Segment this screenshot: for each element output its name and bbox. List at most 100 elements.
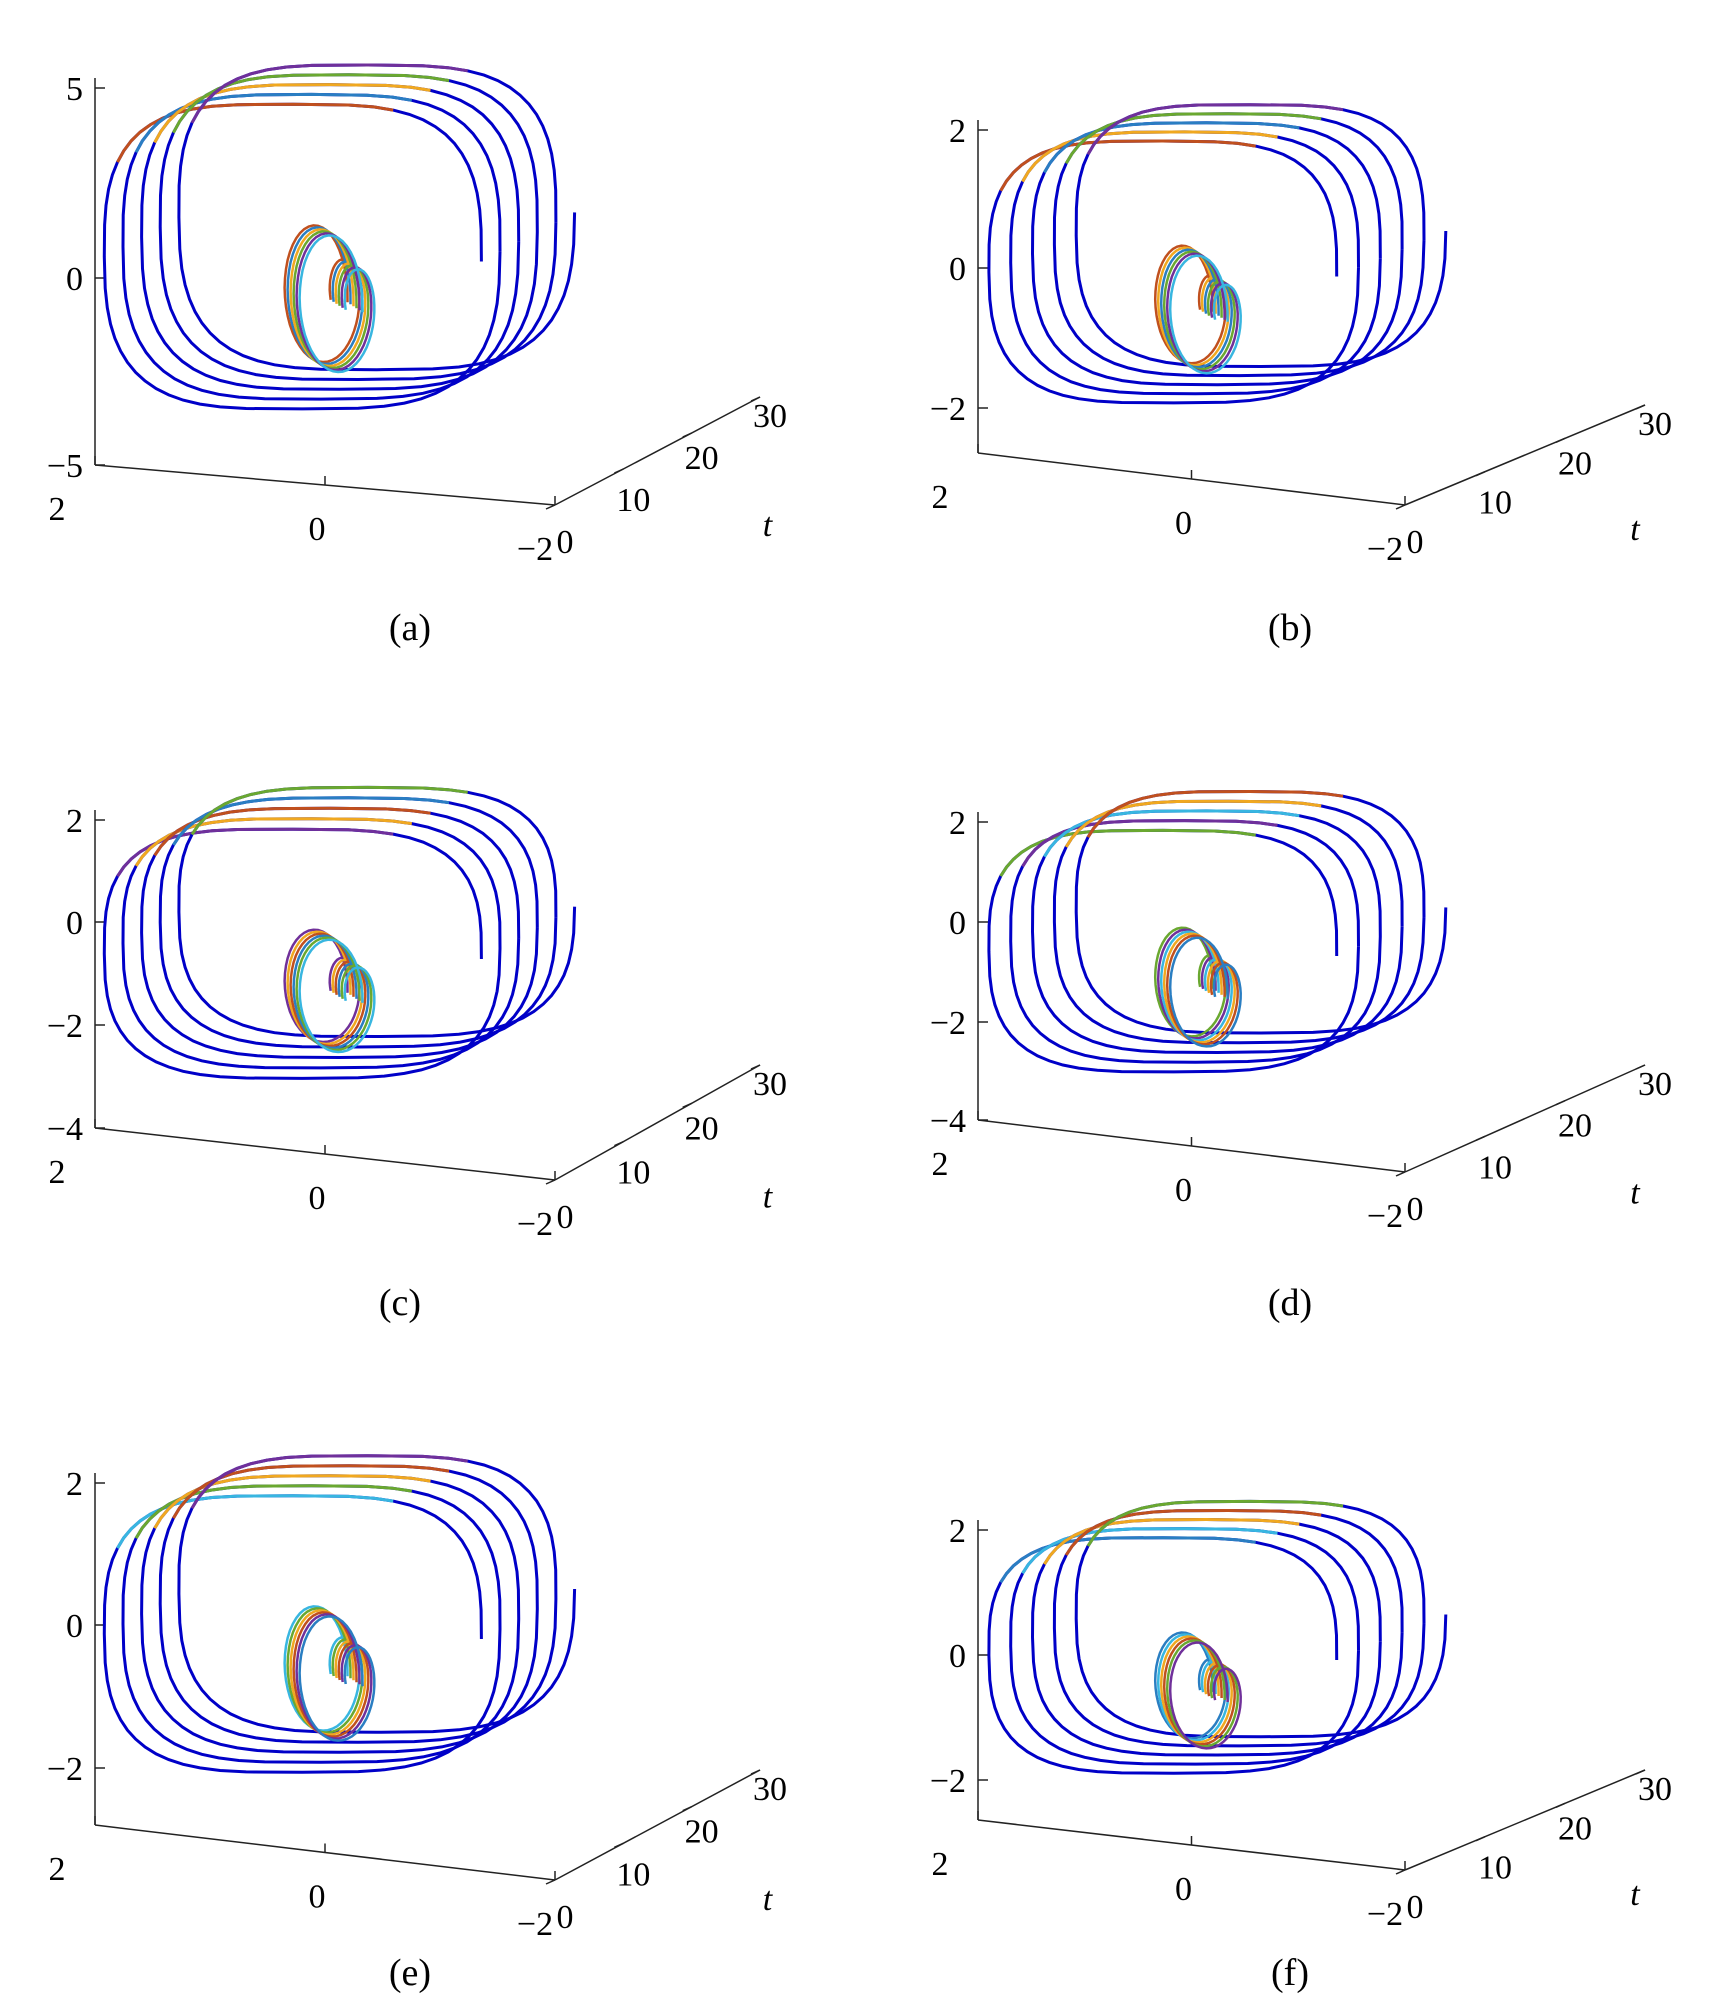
t-tick-label: 0	[1407, 524, 1424, 561]
trajectory-spiral	[283, 224, 361, 364]
x-tick-label: −2	[1367, 1198, 1403, 1235]
t-tick	[1475, 1135, 1486, 1142]
trajectory-spiral	[289, 1609, 367, 1736]
z-tick-label: 0	[949, 1638, 966, 1675]
trajectory-spiral	[295, 232, 373, 372]
z-tick-label: 2	[66, 1466, 83, 1503]
t-tick	[614, 1842, 624, 1849]
t-tick	[750, 1064, 761, 1070]
t-axis-label: t	[1630, 1175, 1641, 1212]
trajectory-spiral	[292, 1611, 370, 1738]
x-tick-label: 0	[309, 1180, 326, 1217]
trajectory-spiral	[298, 234, 376, 374]
trajectory-loop	[1009, 130, 1382, 396]
z-tick-label: 5	[66, 71, 83, 108]
z-tick-label: −5	[47, 448, 83, 485]
trajectory-loop	[987, 139, 1360, 405]
z-tick-label: −2	[47, 1751, 83, 1788]
trajectory-segment	[999, 139, 1256, 192]
trajectory-loop	[1052, 112, 1426, 378]
t-tick	[1555, 437, 1566, 444]
t-tick-label: 10	[616, 482, 650, 519]
trajectory-spiral	[289, 932, 367, 1048]
panel-caption: (b)	[1268, 607, 1312, 649]
t-tick	[1555, 1802, 1566, 1809]
t-tick-label: 20	[685, 1814, 719, 1851]
trajectory-segment	[172, 1464, 450, 1519]
t-tick-label: 20	[1558, 445, 1592, 482]
t-tick	[1635, 1064, 1646, 1070]
trajectory-segment	[172, 796, 450, 846]
trajectory-loop	[1009, 1527, 1382, 1766]
t-axis-label: t	[763, 507, 774, 544]
trajectory-segment	[1086, 789, 1344, 839]
trajectory-segment	[172, 73, 450, 134]
trajectory-segment	[190, 63, 468, 124]
t-tick	[614, 1140, 624, 1147]
trajectory-spiral	[298, 938, 376, 1054]
t-tick-label: 0	[1407, 1889, 1424, 1926]
trajectory-segment	[1021, 130, 1278, 183]
trajectory-segment	[1086, 103, 1344, 156]
x-tick-label: 2	[49, 1154, 66, 1191]
t-tick	[1395, 1171, 1406, 1177]
trajectory-loop	[102, 1494, 502, 1774]
x-tick-label: 0	[1175, 1871, 1192, 1908]
trajectory-loop	[121, 92, 521, 401]
z-tick-label: −2	[930, 1005, 966, 1042]
t-axis	[554, 1769, 761, 1881]
z-tick-label: 2	[949, 113, 966, 150]
trajectory-loop	[140, 1474, 539, 1754]
x-tick-label: 0	[1175, 1172, 1192, 1209]
t-tick-label: 10	[1478, 1149, 1512, 1186]
t-tick	[545, 1879, 556, 1885]
trajectory-spiral	[1168, 254, 1242, 375]
trajectory-loop	[1074, 103, 1448, 369]
trajectory-loop	[140, 83, 539, 391]
z-tick-label: 2	[66, 803, 83, 840]
trajectory-spiral	[298, 1615, 376, 1742]
z-tick-label: 0	[949, 251, 966, 288]
z-tick-label: 0	[66, 905, 83, 942]
trajectory-segment	[1086, 1499, 1344, 1547]
trajectory-spiral	[292, 934, 370, 1050]
trajectory-loop	[158, 1464, 558, 1744]
trajectory-loop	[1009, 819, 1382, 1064]
t-axis-label: t	[763, 1179, 774, 1216]
trajectory-loop	[987, 828, 1360, 1074]
x-tick-label: −2	[1367, 531, 1403, 568]
t-axis	[1404, 404, 1646, 506]
z-tick-label: 0	[66, 1608, 83, 1645]
trajectory-spiral	[286, 930, 364, 1046]
x-tick-label: 0	[309, 511, 326, 548]
x-tick-label: 2	[49, 491, 66, 528]
t-tick	[682, 432, 692, 438]
trajectory-spiral	[295, 1613, 373, 1740]
t-axis	[554, 396, 761, 506]
t-tick-label: 0	[557, 1199, 574, 1236]
trajectory-spiral	[283, 928, 361, 1044]
t-tick-label: 0	[1407, 1191, 1424, 1228]
t-tick-label: 10	[1478, 1850, 1512, 1887]
z-tick-label: 2	[949, 805, 966, 842]
t-tick-label: 20	[1558, 1810, 1592, 1847]
trajectory-spiral	[1168, 936, 1242, 1048]
z-tick-label: −2	[930, 1763, 966, 1800]
t-axis	[1404, 1769, 1646, 1871]
x-tick-label: −2	[517, 1906, 553, 1943]
trajectory-segment	[1064, 112, 1322, 165]
t-tick	[614, 468, 624, 474]
trajectory-segment	[1064, 1508, 1322, 1556]
t-axis	[1404, 1064, 1646, 1173]
trajectory-loop	[121, 1484, 521, 1764]
t-tick	[1555, 1099, 1566, 1106]
t-tick	[1475, 1835, 1486, 1842]
trajectory-segment	[153, 83, 431, 144]
trajectory-segment	[1043, 121, 1300, 174]
x-tick-label: 0	[309, 1879, 326, 1916]
trajectory-segment	[116, 102, 394, 163]
